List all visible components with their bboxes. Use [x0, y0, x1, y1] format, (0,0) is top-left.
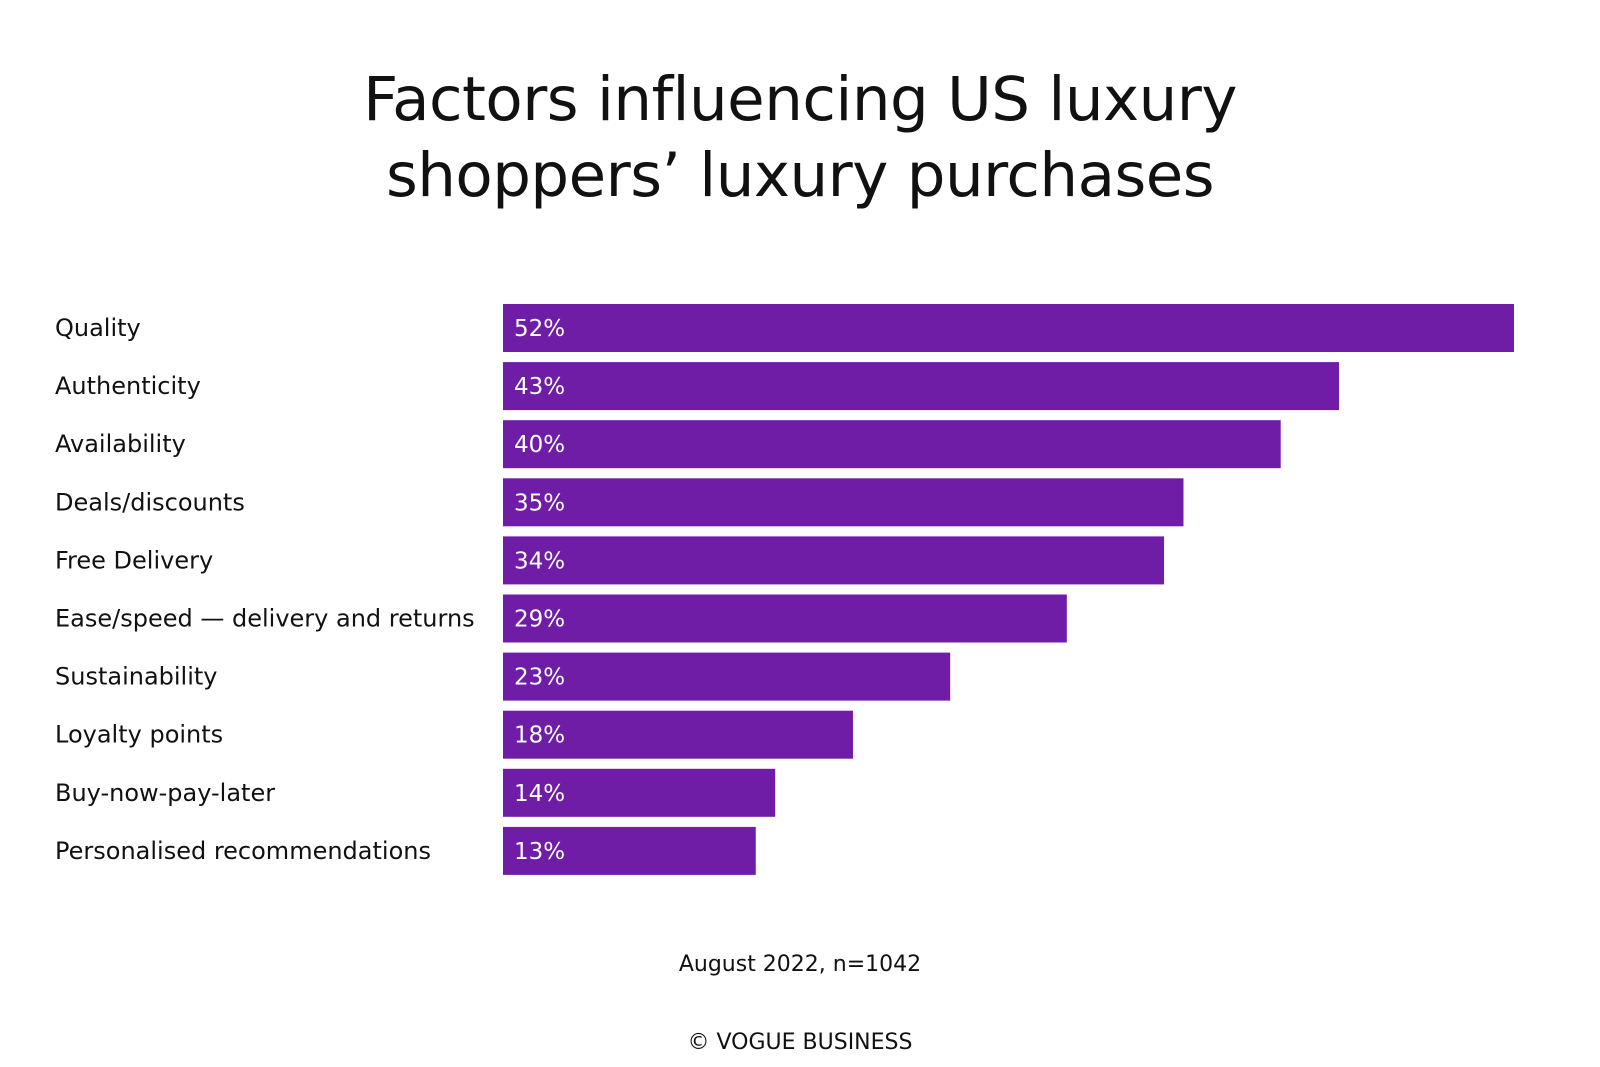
- value-label: 13%: [514, 839, 565, 865]
- value-label: 34%: [514, 548, 565, 574]
- category-label: Quality: [55, 314, 141, 342]
- bar: [503, 362, 1340, 411]
- category-label: Loyalty points: [55, 721, 223, 749]
- chart-title-line-2: shoppers’ luxury purchases: [385, 140, 1215, 211]
- bar: [503, 420, 1281, 469]
- category-label: Authenticity: [55, 372, 201, 400]
- category-label: Deals/discounts: [55, 488, 245, 516]
- bar: [503, 536, 1165, 585]
- copyright-credit: © VOGUE BUSINESS: [687, 1030, 913, 1055]
- category-label: Sustainability: [55, 663, 218, 691]
- category-label: Ease/speed — delivery and returns: [55, 605, 475, 633]
- value-label: 43%: [514, 374, 565, 400]
- bar: [503, 826, 756, 875]
- bar: [503, 710, 853, 759]
- value-label: 23%: [514, 665, 565, 691]
- category-label: Personalised recommendations: [55, 837, 431, 865]
- value-label: 29%: [514, 607, 565, 633]
- value-label: 18%: [514, 723, 565, 749]
- survey-note: August 2022, n=1042: [678, 952, 922, 977]
- category-label: Buy-now-pay-later: [55, 779, 275, 807]
- bar: [503, 594, 1067, 643]
- category-label: Availability: [55, 430, 186, 458]
- value-label: 40%: [514, 432, 565, 458]
- chart-title: Factors influencing US luxury shoppers’ …: [0, 62, 1600, 214]
- bar: [503, 768, 776, 817]
- value-label: 14%: [514, 781, 565, 807]
- category-label: Free Delivery: [55, 546, 213, 574]
- chart-title-line-1: Factors influencing US luxury: [363, 64, 1237, 135]
- value-label: 35%: [514, 490, 565, 516]
- bar: [503, 478, 1184, 527]
- bar: [503, 304, 1514, 352]
- value-label: 52%: [514, 316, 565, 342]
- bar: [503, 652, 951, 701]
